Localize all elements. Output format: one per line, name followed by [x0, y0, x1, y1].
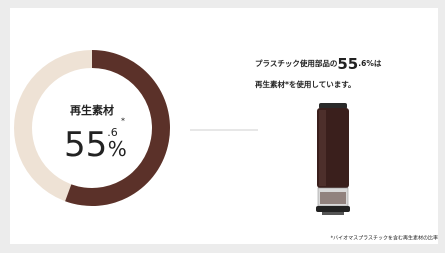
center-label: 再生素材	[70, 103, 114, 117]
page: 再生素材 55.6% * プラスチック使用部品の55.6%は 再生素材*を使用し…	[0, 0, 445, 253]
chart: 再生素材 55.6% * プラスチック使用部品の55.6%は 再生素材*を使用し…	[0, 0, 445, 253]
caption-line: 再生素材*を使用しています。	[255, 79, 355, 89]
center-value: 55.6%	[64, 125, 127, 165]
footnote: *バイオマスプラスチックを含む再生素材の比率	[331, 235, 438, 242]
note-mark: *	[121, 117, 125, 126]
product-image	[316, 103, 350, 215]
